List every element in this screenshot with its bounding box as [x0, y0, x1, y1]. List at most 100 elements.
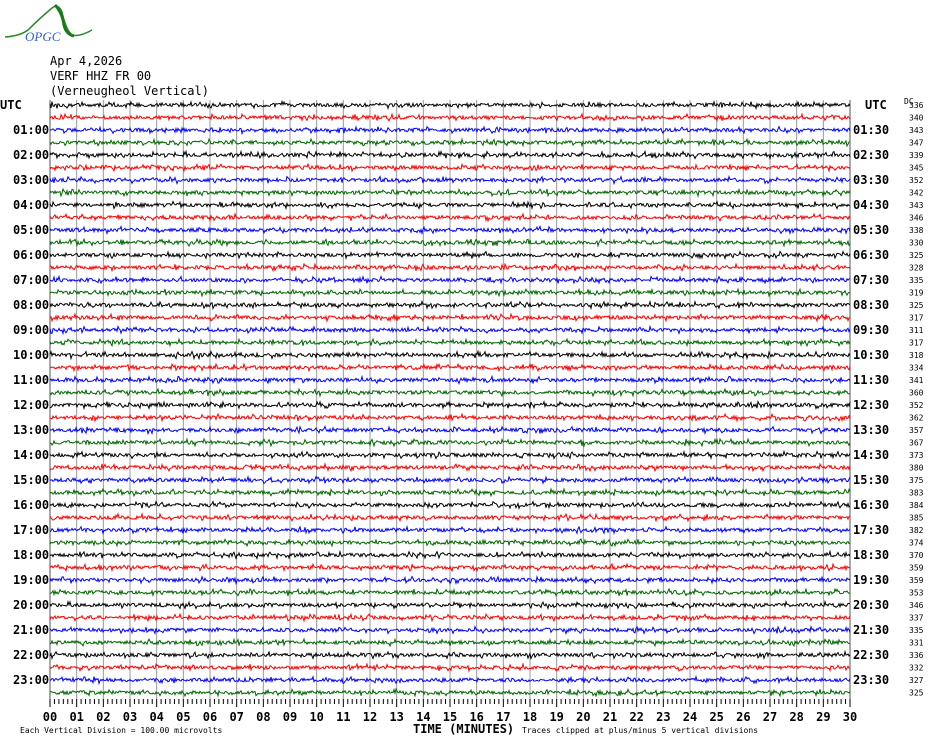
left-time-label: 12:00 [13, 398, 49, 412]
left-time-label: 01:00 [13, 123, 49, 137]
right-time-label: 09:30 [853, 323, 889, 337]
x-tick-label: 09 [283, 710, 297, 724]
x-tick-label: 23 [656, 710, 670, 724]
dc-header: DC [904, 97, 914, 106]
seismic-trace [49, 549, 851, 561]
x-tick-label: 08 [256, 710, 270, 724]
right-axis-title: UTC [865, 98, 887, 112]
dc-value: 352 [909, 176, 924, 185]
dc-value: 342 [909, 189, 924, 198]
x-tick-label: 26 [736, 710, 750, 724]
seismic-trace [49, 399, 851, 411]
seismic-trace [49, 324, 851, 336]
left-time-label: 15:00 [13, 473, 49, 487]
x-tick-label: 24 [683, 710, 697, 724]
x-tick-label: 19 [549, 710, 563, 724]
left-time-label: 11:00 [13, 373, 49, 387]
left-time-label: 02:00 [13, 148, 49, 162]
seismic-trace [49, 362, 851, 373]
x-tick-label: 21 [603, 710, 617, 724]
dc-value: 382 [909, 526, 924, 535]
x-tick-label: 27 [763, 710, 777, 724]
seismic-trace [49, 424, 851, 436]
left-time-label: 07:00 [13, 273, 49, 287]
dc-value: 373 [909, 451, 924, 460]
seismic-trace [49, 374, 851, 385]
seismic-trace [49, 250, 851, 261]
x-tick-label: 05 [176, 710, 190, 724]
x-tick-label: 18 [523, 710, 537, 724]
seismic-trace [49, 662, 851, 673]
dc-value: 332 [909, 664, 924, 673]
x-tick-label: 14 [416, 710, 430, 724]
seismic-trace [49, 299, 851, 311]
seismic-trace [49, 337, 851, 348]
station-name-label: (Verneugheol Vertical) [50, 84, 209, 98]
dc-value: 343 [909, 126, 924, 135]
dc-value: 334 [909, 364, 924, 373]
seismic-trace [49, 225, 851, 236]
x-tick-label: 20 [576, 710, 590, 724]
right-time-label: 20:30 [853, 598, 889, 612]
left-time-label: 09:00 [13, 323, 49, 337]
dc-value: 367 [909, 439, 924, 448]
left-time-label: 13:00 [13, 423, 49, 437]
x-tick-label: 17 [496, 710, 510, 724]
dc-value: 335 [909, 626, 924, 635]
dc-value: 346 [909, 214, 924, 223]
seismic-trace [49, 512, 851, 523]
seismic-trace [49, 637, 851, 648]
dc-value: 338 [909, 226, 924, 235]
seismic-trace [49, 187, 851, 198]
dc-value: 330 [909, 239, 924, 248]
right-time-label: 06:30 [853, 248, 889, 262]
right-time-label: 23:30 [853, 673, 889, 687]
right-time-label: 12:30 [853, 398, 889, 412]
right-time-label: 14:30 [853, 448, 889, 462]
dc-value: 374 [909, 539, 924, 548]
x-tick-label: 03 [123, 710, 137, 724]
x-axis-label: TIME (MINUTES) [413, 722, 514, 736]
right-time-label: 15:30 [853, 473, 889, 487]
dc-value: 340 [909, 114, 924, 123]
seismic-trace [49, 487, 851, 498]
dc-value: 317 [909, 314, 924, 323]
seismic-trace [49, 449, 851, 460]
right-time-label: 11:30 [853, 373, 889, 387]
dc-value: 325 [909, 251, 924, 260]
seismic-trace [49, 538, 851, 548]
x-tick-label: 04 [149, 710, 163, 724]
left-time-label: 05:00 [13, 223, 49, 237]
x-tick-label: 29 [816, 710, 830, 724]
dc-value: 359 [909, 576, 924, 585]
dc-value: 325 [909, 689, 924, 698]
dc-value: 311 [909, 326, 924, 335]
right-time-label: 01:30 [853, 123, 889, 137]
left-time-label: 20:00 [13, 598, 49, 612]
clip-note: Traces clipped at plus/minus 5 vertical … [522, 726, 758, 735]
seismic-trace [49, 624, 851, 636]
x-tick-label: 07 [229, 710, 243, 724]
x-tick-label: 01 [69, 710, 83, 724]
date-label: Apr 4,2026 [50, 54, 123, 68]
dc-value: 362 [909, 414, 924, 423]
right-time-label: 22:30 [853, 648, 889, 662]
seismic-trace [49, 125, 851, 136]
x-tick-label: 30 [843, 710, 857, 724]
right-time-label: 03:30 [853, 173, 889, 187]
dc-value: 357 [909, 426, 924, 435]
left-time-label: 16:00 [13, 498, 49, 512]
seismic-trace [49, 237, 851, 248]
dc-value: 370 [909, 551, 924, 560]
seismic-trace [49, 612, 851, 623]
dc-value: 347 [909, 139, 924, 148]
x-tick-label: 15 [443, 710, 457, 724]
seismic-trace [49, 200, 851, 211]
right-time-label: 13:30 [853, 423, 889, 437]
dc-value: 339 [909, 151, 924, 160]
dc-value: 360 [909, 389, 924, 398]
dc-value: 353 [909, 589, 924, 598]
seismic-trace [49, 137, 851, 148]
x-tick-label: 25 [709, 710, 723, 724]
seismic-trace [49, 174, 851, 186]
